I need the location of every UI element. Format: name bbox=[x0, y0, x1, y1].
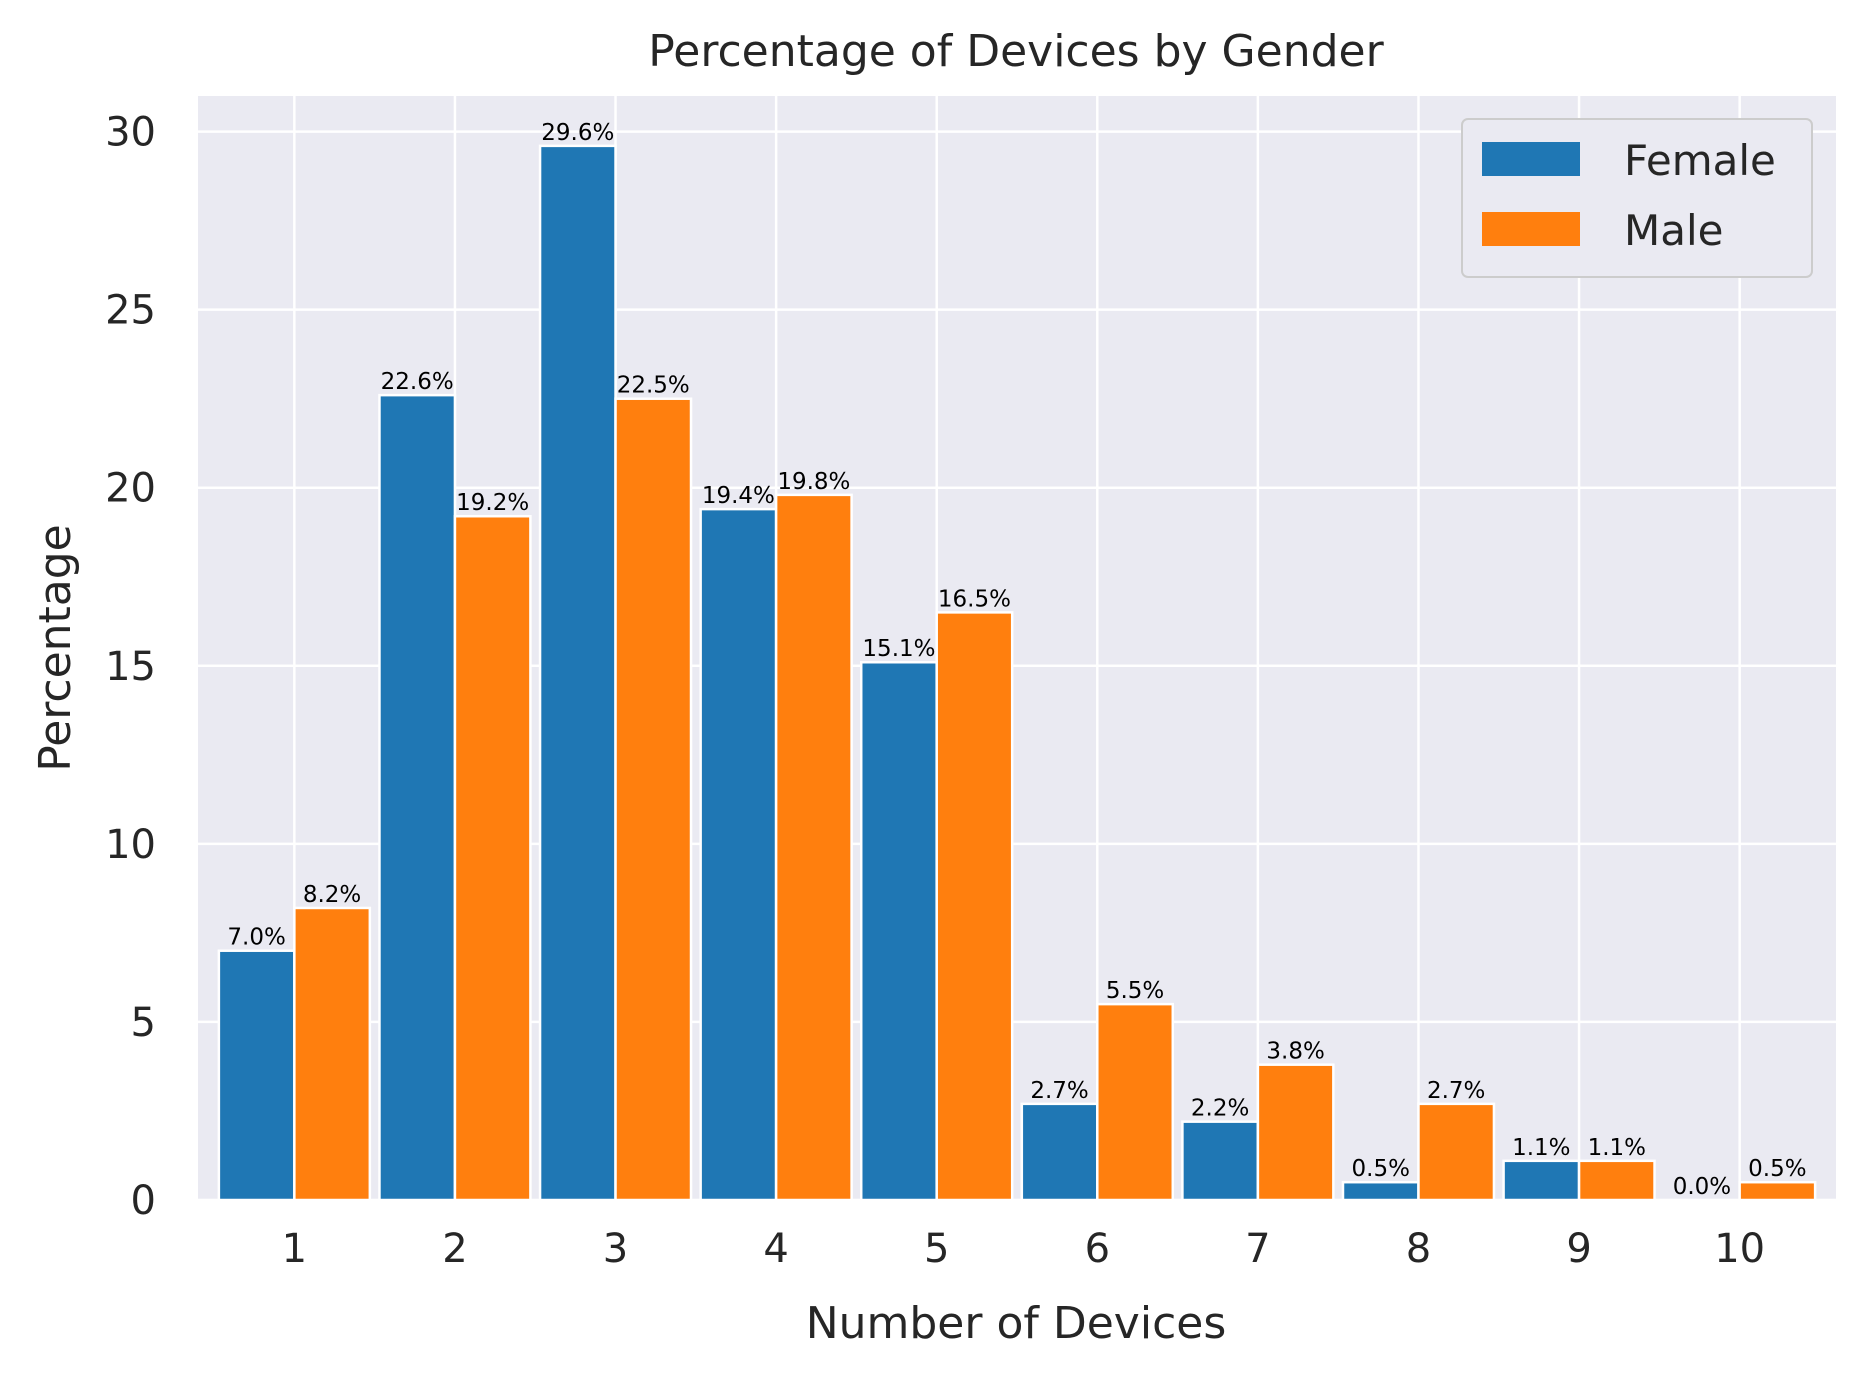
bar-male-10 bbox=[1738, 1180, 1817, 1202]
legend-label-male: Male bbox=[1624, 206, 1723, 255]
bar-value-label-male-1: 8.2% bbox=[303, 882, 361, 908]
legend-swatch-female bbox=[1482, 142, 1580, 176]
bar-value-label-male-7: 3.8% bbox=[1266, 1039, 1324, 1065]
bar-value-label-male-3: 22.5% bbox=[617, 373, 690, 399]
bar-value-label-female-1: 7.0% bbox=[227, 925, 285, 951]
y-tick-label: 25 bbox=[105, 288, 156, 334]
bar-value-label-female-2: 22.6% bbox=[381, 369, 454, 395]
y-tick-label: 5 bbox=[131, 1000, 156, 1046]
x-tick-label: 4 bbox=[763, 1226, 788, 1272]
y-axis-label: Percentage bbox=[30, 524, 81, 772]
bar-value-label-female-9: 1.1% bbox=[1512, 1135, 1570, 1161]
bar-male-4 bbox=[774, 493, 853, 1202]
x-tick-label: 3 bbox=[603, 1226, 628, 1272]
chart-title: Percentage of Devices by Gender bbox=[648, 26, 1384, 77]
bar-value-label-male-2: 19.2% bbox=[456, 490, 529, 516]
legend-label-female: Female bbox=[1624, 136, 1776, 185]
x-tick-label: 7 bbox=[1245, 1226, 1270, 1272]
bar-value-label-female-5: 15.1% bbox=[862, 636, 935, 662]
x-tick-label: 8 bbox=[1406, 1226, 1431, 1272]
bar-value-label-male-10: 0.5% bbox=[1748, 1156, 1806, 1182]
x-tick-label: 1 bbox=[282, 1226, 307, 1272]
y-tick-label: 10 bbox=[105, 822, 156, 868]
bar-male-6 bbox=[1096, 1002, 1175, 1202]
x-tick-label: 6 bbox=[1085, 1226, 1110, 1272]
y-tick-label: 20 bbox=[105, 466, 156, 512]
bar-female-7 bbox=[1181, 1120, 1260, 1202]
bar-value-label-male-8: 2.7% bbox=[1427, 1078, 1485, 1104]
bar-male-2 bbox=[453, 514, 532, 1202]
bar-female-5 bbox=[859, 660, 938, 1202]
bar-male-5 bbox=[935, 611, 1014, 1202]
bar-value-label-female-8: 0.5% bbox=[1352, 1156, 1410, 1182]
bar-value-label-female-10: 0.0% bbox=[1673, 1174, 1731, 1200]
bar-value-label-male-9: 1.1% bbox=[1588, 1135, 1646, 1161]
bar-female-1 bbox=[217, 949, 296, 1202]
bar-female-3 bbox=[538, 144, 617, 1202]
bar-female-4 bbox=[699, 507, 778, 1202]
x-tick-label: 2 bbox=[442, 1226, 467, 1272]
bar-female-2 bbox=[378, 393, 457, 1202]
legend-swatch-male bbox=[1482, 212, 1580, 246]
bar-male-7 bbox=[1256, 1063, 1335, 1202]
legend: Female Male bbox=[1461, 118, 1813, 278]
bar-male-9 bbox=[1577, 1159, 1656, 1202]
y-tick-label: 30 bbox=[105, 110, 156, 156]
bars bbox=[217, 144, 1817, 1202]
bar-female-8 bbox=[1341, 1180, 1420, 1202]
bar-value-label-male-4: 19.8% bbox=[777, 469, 850, 495]
bar-female-6 bbox=[1020, 1102, 1099, 1202]
bar-value-label-female-6: 2.7% bbox=[1030, 1078, 1088, 1104]
bar-value-label-female-3: 29.6% bbox=[541, 120, 614, 146]
bar-value-label-female-4: 19.4% bbox=[702, 483, 775, 509]
y-tick-label: 15 bbox=[105, 644, 156, 690]
x-tick-label: 5 bbox=[924, 1226, 949, 1272]
bar-male-1 bbox=[293, 906, 372, 1202]
bar-value-label-female-7: 2.2% bbox=[1191, 1096, 1249, 1122]
x-tick-label: 10 bbox=[1714, 1226, 1765, 1272]
bar-male-3 bbox=[614, 397, 693, 1202]
bar-male-8 bbox=[1417, 1102, 1496, 1202]
bar-female-9 bbox=[1502, 1159, 1581, 1202]
bar-value-label-male-6: 5.5% bbox=[1106, 978, 1164, 1004]
x-axis-label: Number of Devices bbox=[806, 1298, 1227, 1349]
bar-value-label-male-5: 16.5% bbox=[938, 586, 1011, 612]
x-axis-ticks: 1 2 3 4 5 6 7 8 9 10 bbox=[282, 1226, 1765, 1272]
bar-value-labels: 7.0% 22.6% 29.6% 19.4% 15.1% 2.7% 2.2% 0.5% 1.1%… bbox=[227, 120, 1806, 1200]
y-tick-label: 0 bbox=[131, 1178, 156, 1224]
y-axis-ticks: 0 5 10 15 20 25 30 bbox=[105, 110, 156, 1224]
x-tick-label: 9 bbox=[1566, 1226, 1591, 1272]
